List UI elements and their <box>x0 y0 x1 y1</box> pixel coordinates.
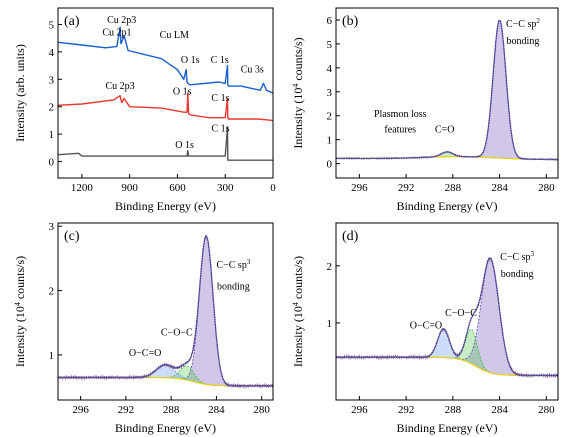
y-tick-label-c-2: 3 <box>49 221 55 233</box>
y-tick-label-b-3: 3 <box>327 87 333 99</box>
y-tick-label-b-0: 0 <box>327 159 333 171</box>
annotation-a-9: C 1s <box>211 123 229 134</box>
x-tick-label-d-2: 288 <box>445 404 462 416</box>
x-tick-label-b-3: 284 <box>491 182 508 194</box>
plot-area-b <box>336 19 558 162</box>
panel-label-b: (b) <box>342 14 359 29</box>
x-tick-label-d-0: 296 <box>351 404 368 416</box>
x-tick-label-a-0: 1200 <box>71 182 94 194</box>
annotation-d-2: C−O−C <box>445 308 477 319</box>
panel-c: 296 292 288 284 280 1 2 3 Binding Energy (eV) Int… <box>13 221 274 435</box>
background-line-d <box>336 356 558 377</box>
x-tick-label-c-4: 280 <box>253 404 270 416</box>
y-tick-label-b-5: 5 <box>327 39 333 51</box>
y-axis-label-c: Intensity (104 counts/s) <box>13 256 27 367</box>
annotation-c-0: C−C sp3 <box>216 258 250 271</box>
x-axis-label-b: Binding Energy (eV) <box>396 199 497 213</box>
annotation-a-0: Cu 2p3 <box>107 15 136 26</box>
annotation-c-3: O−C=O <box>129 348 161 359</box>
y-tick-label-a-0: 0 <box>49 157 55 169</box>
annotation-b-3: features <box>384 125 416 136</box>
y-tick-label-a-1: 1 <box>49 129 55 141</box>
plot-area-d <box>336 257 558 379</box>
annotation-a-5: Cu 3s <box>241 64 264 75</box>
x-tick-label-b-1: 292 <box>398 182 415 194</box>
y-tick-label-b-6: 6 <box>327 15 333 27</box>
axes-frame-c <box>57 222 274 401</box>
x-axis-label-d: Binding Energy (eV) <box>396 421 497 435</box>
annotation-b-4: C=O <box>435 125 455 136</box>
x-tick-label-a-2: 600 <box>169 182 186 194</box>
x-tick-label-c-2: 288 <box>163 404 180 416</box>
annotation-c-2: C−O−C <box>161 328 193 339</box>
annotation-a-10: O 1s <box>175 140 194 151</box>
survey-line-blue <box>58 26 273 94</box>
annotation-c-1: bonding <box>217 281 250 292</box>
x-axis-label-c: Binding Energy (eV) <box>115 421 216 435</box>
panel-d: 296 292 288 284 280 1 2 Binding Energy (eV) Inte… <box>291 222 559 435</box>
annotation-a-2: Cu LM <box>160 30 189 41</box>
annotation-d-0: C−C sp3 <box>500 250 534 263</box>
x-tick-label-b-0: 296 <box>351 182 368 194</box>
panel-label-c: (c) <box>64 229 80 244</box>
plot-area-a <box>58 26 273 161</box>
y-tick-label-a-3: 3 <box>49 74 55 86</box>
annotation-b-0: C−C sp2 <box>506 17 540 30</box>
annotation-a-6: Cu 2p3 <box>106 81 135 92</box>
y-axis-label-d: Intensity (104 counts/s) <box>291 256 305 367</box>
peak-fill-c-2 <box>58 364 273 387</box>
panel-label-a: (a) <box>64 14 80 29</box>
x-tick-label-d-1: 292 <box>398 404 415 416</box>
y-tick-label-c-0: 1 <box>49 350 55 362</box>
x-tick-label-c-3: 284 <box>208 404 225 416</box>
panel-a: 1200 900 600 300 0 0 1 2 3 4 5 Binding Energy (eV) I… <box>13 7 276 213</box>
x-tick-label-b-4: 280 <box>538 182 555 194</box>
y-tick-label-c-1: 2 <box>49 286 55 298</box>
annotation-a-3: O 1s <box>181 55 200 66</box>
y-axis-label-a: Intensity (arb. units) <box>13 44 27 142</box>
y-tick-label-d-1: 2 <box>327 261 333 273</box>
y-tick-label-a-4: 4 <box>49 47 55 59</box>
x-tick-label-a-4: 0 <box>270 182 276 194</box>
annotation-b-1: bonding <box>507 36 540 47</box>
annotation-a-7: O 1s <box>173 86 192 97</box>
x-tick-label-d-3: 284 <box>491 404 508 416</box>
annotation-b-2: Plasmon loss <box>374 109 427 120</box>
fit-envelope-b <box>336 19 558 161</box>
annotation-a-1: Cu 2p1 <box>102 27 131 38</box>
survey-line-red <box>58 92 273 122</box>
y-tick-label-d-0: 1 <box>327 318 333 330</box>
x-tick-label-c-1: 292 <box>118 404 135 416</box>
y-tick-label-b-4: 4 <box>327 63 333 75</box>
axes-frame-a <box>57 7 274 179</box>
survey-line-gray <box>58 126 273 161</box>
x-tick-label-d-4: 280 <box>538 404 555 416</box>
plot-area-c <box>58 234 273 390</box>
x-axis-label-a: Binding Energy (eV) <box>115 199 216 213</box>
y-tick-label-b-1: 1 <box>327 135 333 147</box>
y-axis-label-b: Intensity (104 counts/s) <box>291 37 305 148</box>
fit-envelope-d <box>336 257 558 377</box>
panel-b: 296 292 288 284 280 0 1 2 3 4 5 6 Binding Energy (eV… <box>291 7 559 213</box>
y-tick-label-b-2: 2 <box>327 111 333 123</box>
fit-envelope-c <box>58 235 273 387</box>
y-tick-label-a-5: 5 <box>49 19 55 31</box>
x-tick-label-a-1: 900 <box>121 182 138 194</box>
x-tick-label-a-3: 300 <box>217 182 234 194</box>
annotation-d-3: O−C=O <box>410 321 442 332</box>
axes-frame-d <box>335 222 559 401</box>
annotation-d-1: bonding <box>501 269 534 280</box>
y-tick-label-a-2: 2 <box>49 102 55 114</box>
x-tick-label-c-0: 296 <box>72 404 89 416</box>
x-tick-label-b-2: 288 <box>445 182 462 194</box>
annotation-a-4: C 1s <box>211 55 229 66</box>
annotation-a-8: C 1s <box>211 93 229 104</box>
axes-frame-b <box>335 7 559 179</box>
panel-label-d: (d) <box>342 229 359 244</box>
peak-fill-c-0 <box>58 235 273 387</box>
